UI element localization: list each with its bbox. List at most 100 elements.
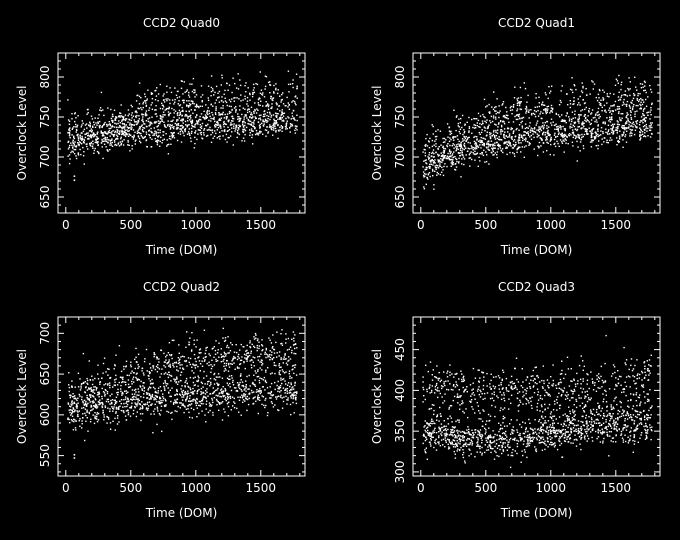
data-point <box>155 95 158 97</box>
data-point <box>159 376 161 378</box>
data-point <box>488 149 490 151</box>
data-point <box>111 399 114 401</box>
data-point <box>296 114 298 116</box>
data-point <box>82 122 84 125</box>
data-point <box>573 84 575 86</box>
data-point <box>246 398 249 401</box>
data-point <box>630 111 632 113</box>
data-point <box>573 125 576 128</box>
y-axis-label: Overclock Level <box>15 349 29 444</box>
data-point <box>157 139 159 141</box>
data-point <box>69 405 71 407</box>
data-point <box>449 152 451 155</box>
data-point <box>203 134 205 136</box>
data-point <box>449 144 451 147</box>
y-tick-label: 650 <box>38 186 52 209</box>
data-point <box>622 113 624 115</box>
data-point <box>591 129 593 131</box>
data-point <box>191 130 193 133</box>
data-point <box>265 135 267 137</box>
data-point <box>277 113 279 115</box>
data-point <box>82 402 84 404</box>
data-point <box>262 119 264 121</box>
data-point <box>575 88 577 91</box>
data-point <box>199 126 202 128</box>
data-point <box>287 83 290 86</box>
data-point <box>271 106 273 108</box>
data-point <box>646 130 648 132</box>
data-point <box>176 97 179 99</box>
x-tick-label: 1000 <box>536 218 567 232</box>
data-point <box>581 82 583 84</box>
data-point <box>634 115 636 118</box>
data-point <box>481 141 484 144</box>
data-point <box>141 388 143 390</box>
data-point <box>178 104 181 107</box>
data-point <box>260 114 262 116</box>
data-point <box>455 150 457 152</box>
data-point <box>189 337 191 339</box>
data-point <box>448 157 450 160</box>
data-point <box>223 365 225 367</box>
data-point <box>621 104 624 106</box>
data-point <box>132 115 135 117</box>
data-point <box>639 131 641 133</box>
data-point <box>525 107 528 109</box>
data-point <box>157 387 160 389</box>
data-point <box>187 115 189 118</box>
data-point <box>73 153 76 155</box>
data-point <box>574 110 576 112</box>
data-point <box>142 372 145 374</box>
data-point <box>185 408 188 410</box>
data-point <box>91 145 94 147</box>
data-point <box>484 120 486 122</box>
data-point <box>612 126 615 128</box>
data-point <box>261 349 263 352</box>
data-point <box>287 106 289 108</box>
data-point <box>254 370 256 372</box>
data-point <box>566 112 568 115</box>
data-point <box>453 147 455 149</box>
data-point <box>646 112 648 114</box>
data-point <box>263 96 266 98</box>
data-point <box>480 131 483 134</box>
data-point <box>237 115 239 118</box>
data-point <box>249 360 251 362</box>
data-point <box>74 419 76 421</box>
data-point <box>506 147 508 149</box>
data-point <box>178 360 180 362</box>
data-point <box>231 98 233 100</box>
data-point <box>257 375 260 378</box>
data-point <box>236 131 239 133</box>
data-point <box>231 91 233 94</box>
data-point <box>86 409 88 411</box>
data-point <box>281 117 284 119</box>
data-point <box>169 389 171 391</box>
data-point <box>488 103 490 106</box>
data-point <box>433 156 435 158</box>
data-point <box>258 341 260 343</box>
data-point <box>624 134 627 136</box>
data-point <box>629 110 632 112</box>
data-point <box>242 401 244 403</box>
data-point <box>76 124 79 126</box>
data-point <box>269 386 271 388</box>
data-point <box>597 130 599 132</box>
data-point <box>275 83 277 85</box>
data-point <box>213 383 216 385</box>
data-point <box>80 132 82 134</box>
data-point <box>221 419 224 421</box>
data-point <box>458 152 460 154</box>
data-point <box>156 115 158 118</box>
data-point <box>519 136 521 139</box>
data-point <box>262 105 264 107</box>
data-point <box>179 131 181 133</box>
data-point <box>446 144 448 147</box>
data-point <box>627 113 629 116</box>
data-point <box>467 141 469 144</box>
data-point <box>150 146 152 148</box>
data-point <box>623 103 625 105</box>
data-point <box>168 374 170 376</box>
data-point <box>529 129 532 131</box>
data-point <box>188 361 190 364</box>
